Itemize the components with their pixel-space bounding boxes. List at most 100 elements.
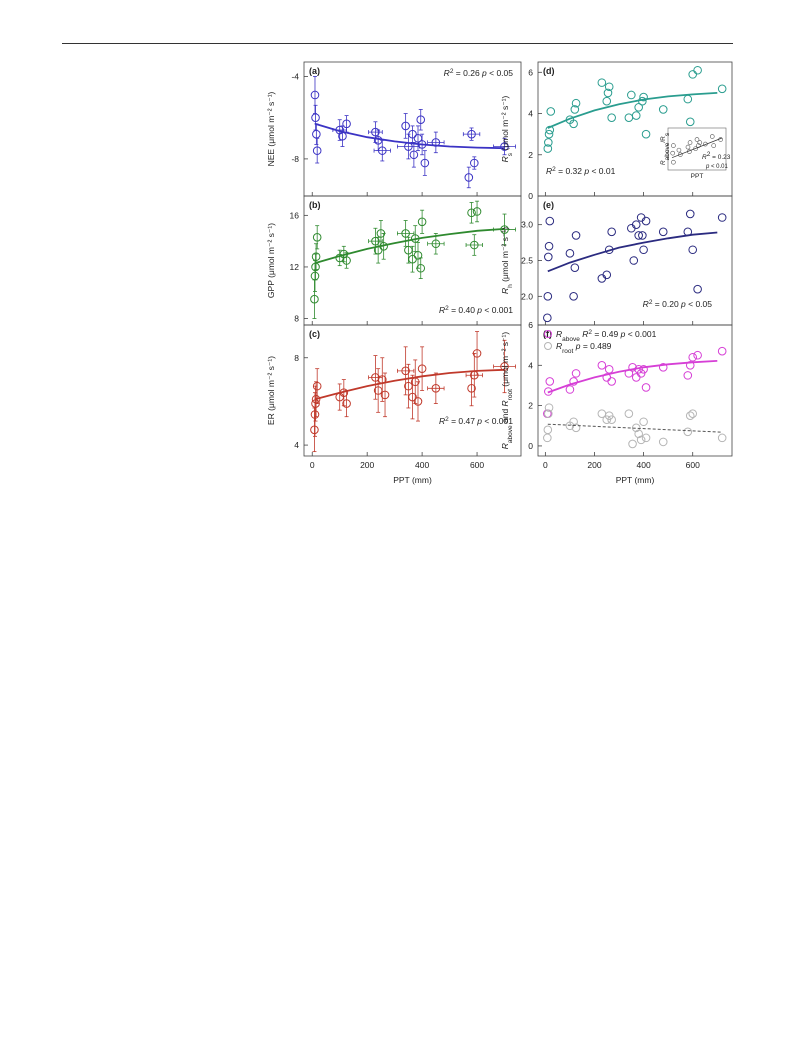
data-point <box>312 381 322 391</box>
data-point <box>641 129 651 139</box>
data-point <box>634 103 643 112</box>
fit-line <box>547 92 718 129</box>
legend-marker-root <box>544 342 552 350</box>
data-point <box>571 231 581 240</box>
data-point <box>688 70 698 79</box>
data-point <box>602 96 612 106</box>
y-tick-label: -4 <box>291 71 299 81</box>
data-point <box>371 127 380 137</box>
data-point <box>342 256 351 265</box>
series-above-data-point <box>658 363 668 372</box>
y-tick-label: 6 <box>528 67 533 77</box>
data-point <box>377 146 387 155</box>
data-point <box>500 142 509 151</box>
data-point <box>639 245 648 255</box>
series-root-data-point <box>717 433 727 443</box>
data-point <box>629 256 639 265</box>
inset-data-point <box>670 150 675 156</box>
series-root-data-point <box>543 433 552 443</box>
x-tick-label: 0 <box>543 460 548 470</box>
series-root-data-point <box>544 409 553 418</box>
data-point <box>467 208 476 218</box>
data-point <box>420 158 430 168</box>
y-tick-label: 12 <box>290 262 300 272</box>
data-point <box>408 392 417 402</box>
inset-data-point <box>671 143 676 148</box>
panel-label: (c) <box>309 329 320 339</box>
data-point <box>544 241 554 251</box>
data-point <box>634 231 643 240</box>
y-tick-label: 4 <box>528 109 533 119</box>
legend-entry-root: Rroot p = 0.489 <box>556 341 612 355</box>
panel-label: (f) <box>543 329 552 339</box>
series-above-data-point <box>607 377 616 386</box>
x-axis-label: PPT (mm) <box>393 475 432 485</box>
series-above-data-point <box>639 365 648 374</box>
inset-data-point <box>676 147 682 153</box>
series-above-data-point <box>545 377 555 386</box>
series-root-data-point <box>641 433 651 443</box>
data-point <box>688 245 698 255</box>
x-tick-label: 400 <box>637 460 651 470</box>
data-point <box>602 270 612 280</box>
inset-data-point <box>697 140 703 145</box>
y-axis-label: Rabove and Rroot (μmol m⁻² s⁻¹) <box>500 332 514 450</box>
series-root-data-point <box>634 429 643 439</box>
x-tick-label: 200 <box>360 460 374 470</box>
y-tick-label: 4 <box>294 440 299 450</box>
data-point <box>380 390 390 400</box>
inset-y-label: Rabove/Rs <box>660 132 671 165</box>
data-point <box>658 105 668 114</box>
data-point <box>464 173 474 182</box>
inset-stats-p: p < 0.01 <box>705 164 729 170</box>
y-axis-label: GPP (μmol m⁻² s⁻¹) <box>266 223 276 298</box>
series-above-data-point <box>717 346 727 356</box>
y-tick-label: 4 <box>528 360 533 370</box>
data-point <box>311 113 320 122</box>
series-root-data-point <box>658 437 668 447</box>
series-above-data-point <box>565 385 575 394</box>
data-point <box>413 397 423 406</box>
inset-data-point <box>709 134 715 139</box>
data-point <box>312 232 322 242</box>
series-above-data-point <box>685 361 695 370</box>
y-axis-label: Rs (μmol m⁻² s⁻¹) <box>500 95 514 162</box>
data-point <box>342 399 351 408</box>
y-tick-label: 8 <box>294 353 299 363</box>
data-point <box>416 263 426 273</box>
data-point <box>467 384 476 393</box>
fit-line <box>314 122 505 150</box>
data-point <box>607 113 616 122</box>
data-point <box>401 229 410 238</box>
data-point <box>545 216 555 226</box>
inset-data-point <box>687 140 693 145</box>
fit-line <box>547 231 718 273</box>
series-root-data-point <box>639 417 648 427</box>
inset-stats-r2: R2 = 0.23 <box>702 151 731 162</box>
series-root-data-point <box>544 403 554 412</box>
inset-data-point <box>711 143 716 148</box>
series-root-data-point <box>683 427 693 437</box>
data-point <box>638 231 647 240</box>
inset-x-label: PPT <box>691 173 704 180</box>
data-point <box>546 107 556 116</box>
stats-annotation: R2 = 0.32 p < 0.01 <box>546 166 616 177</box>
page-header-rule <box>62 43 733 44</box>
y-axis-label: ER (μmol m⁻² s⁻¹) <box>266 356 276 425</box>
data-point <box>569 292 578 301</box>
fit-line <box>314 228 505 264</box>
stats-annotation: R2 = 0.47 p < 0.001 <box>439 416 513 427</box>
series-above-data-point <box>604 365 614 374</box>
y-tick-label: 0 <box>528 441 533 451</box>
data-point <box>310 410 320 419</box>
data-point <box>417 217 427 227</box>
data-point <box>342 119 351 129</box>
data-point <box>641 216 651 226</box>
data-point <box>607 227 616 237</box>
panel-b: 8 12 16 (b) GPP (μmol m⁻² s⁻¹) R2 = 0.40 p < … <box>266 195 522 326</box>
y-tick-label: 2 <box>528 150 533 160</box>
y-axis-label: NEE (μmol m⁻² s⁻¹) <box>266 91 276 166</box>
y-tick-label: -8 <box>291 154 299 164</box>
data-point <box>312 146 322 155</box>
data-point <box>571 98 581 108</box>
